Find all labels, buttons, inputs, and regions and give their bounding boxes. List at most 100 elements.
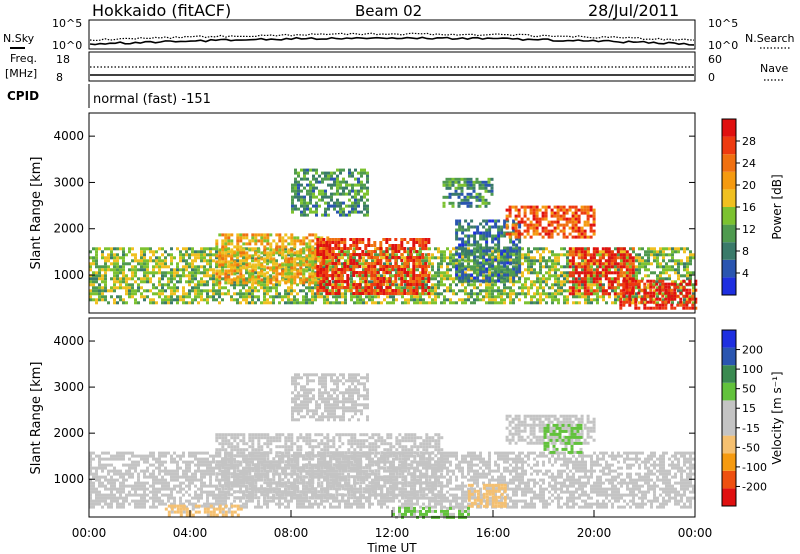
heatmap-cell: [631, 247, 635, 251]
heatmap-cell: [524, 253, 527, 257]
heatmap-cell: [161, 484, 164, 488]
heatmap-cell: [167, 277, 170, 281]
heatmap-cell: [236, 263, 240, 267]
heatmap-cell: [360, 168, 363, 172]
heatmap-cell: [224, 260, 228, 264]
heatmap-cell: [550, 208, 554, 212]
heatmap-cell: [427, 274, 431, 277]
heatmap-cell: [607, 256, 611, 260]
heatmap-cell: [668, 268, 671, 272]
heatmap-cell: [239, 289, 242, 293]
heatmap-cell: [134, 502, 137, 506]
heatmap-cell: [185, 301, 188, 305]
heatmap-cell: [637, 282, 641, 286]
heatmap-cell: [134, 274, 137, 278]
heatmap-cell: [110, 256, 113, 260]
heatmap-cell: [245, 268, 248, 272]
heatmap-cell: [685, 288, 689, 292]
heatmap-cell: [182, 265, 185, 269]
heatmap-cell: [374, 259, 377, 263]
heatmap-cell: [152, 469, 155, 473]
heatmap-cell: [458, 237, 462, 241]
heatmap-cell: [242, 262, 245, 266]
heatmap-cell: [155, 301, 158, 305]
heatmap-cell: [367, 262, 371, 265]
heatmap-cell: [101, 481, 104, 485]
heatmap-cell: [482, 231, 486, 235]
heatmap-cell: [164, 478, 167, 482]
heatmap-cell: [611, 289, 614, 293]
heatmap-cell: [530, 283, 533, 287]
heatmap-cell: [352, 271, 356, 274]
heatmap-cell: [406, 292, 410, 295]
heatmap-cell: [577, 247, 581, 251]
heatmap-cell: [500, 292, 503, 296]
heatmap-cell: [512, 283, 515, 287]
heatmap-cell: [377, 253, 380, 257]
heatmap-cell: [107, 451, 110, 455]
heatmap-cell: [306, 192, 309, 196]
heatmap-cell: [152, 286, 155, 290]
heatmap-cell: [218, 272, 222, 276]
heatmap-cell: [300, 183, 303, 187]
heatmap-cell: [586, 253, 590, 257]
heatmap-cell: [272, 275, 276, 279]
heatmap-cell: [122, 505, 125, 509]
heatmap-cell: [512, 228, 516, 232]
heatmap-cell: [161, 289, 164, 293]
heatmap-cell: [379, 241, 383, 244]
heatmap-cell: [425, 280, 428, 284]
heatmap-cell: [517, 220, 521, 224]
heatmap-cell: [583, 220, 587, 224]
heatmap-cell: [395, 286, 398, 290]
heatmap-cell: [542, 286, 545, 290]
heatmap-cell: [373, 274, 377, 277]
heatmap-cell: [367, 265, 371, 268]
heatmap-cell: [389, 295, 392, 299]
heatmap-cell: [437, 265, 440, 269]
heatmap-cell: [485, 292, 488, 296]
heatmap-cell: [530, 256, 533, 260]
heatmap-cell: [161, 292, 164, 296]
heatmap-cell: [487, 183, 491, 187]
heatmap-cell: [419, 292, 422, 296]
heatmap-cell: [316, 238, 320, 241]
heatmap-cell: [300, 204, 303, 208]
heatmap-cell: [688, 300, 692, 304]
heatmap-cell: [320, 260, 324, 264]
heatmap-cell: [332, 295, 335, 299]
heatmap-cell: [530, 301, 533, 305]
heatmap-cell: [521, 271, 524, 275]
heatmap-cell: [116, 490, 119, 494]
heatmap-cell: [140, 496, 143, 500]
heatmap-cell: [400, 247, 404, 250]
heatmap-cell: [464, 247, 467, 251]
heatmap-cell: [122, 496, 125, 500]
heatmap-cell: [176, 286, 179, 290]
heatmap-cell: [434, 286, 437, 290]
heatmap-cell: [362, 298, 365, 302]
heatmap-cell: [342, 201, 345, 205]
heatmap-cell: [548, 256, 551, 260]
heatmap-cell: [425, 283, 428, 287]
heatmap-cell: [158, 256, 161, 260]
heatmap-cell: [577, 235, 581, 239]
heatmap-cell: [449, 298, 452, 302]
heatmap-cell: [607, 259, 611, 263]
heatmap-cell: [388, 244, 392, 247]
heatmap-cell: [254, 289, 257, 293]
heatmap-cell: [476, 276, 480, 280]
heatmap-cell: [122, 454, 125, 458]
heatmap-cell: [418, 259, 422, 262]
heatmap-cell: [649, 306, 653, 310]
heatmap-cell: [287, 275, 291, 279]
heatmap-cell: [620, 295, 623, 299]
heatmap-cell: [397, 247, 401, 250]
heatmap-cell: [623, 250, 626, 254]
heatmap-cell: [565, 217, 569, 221]
heatmap-cell: [260, 239, 264, 243]
heatmap-cell: [360, 174, 363, 178]
heatmap-cell: [632, 295, 635, 299]
heatmap-cell: [170, 271, 173, 275]
heatmap-cell: [487, 189, 491, 193]
